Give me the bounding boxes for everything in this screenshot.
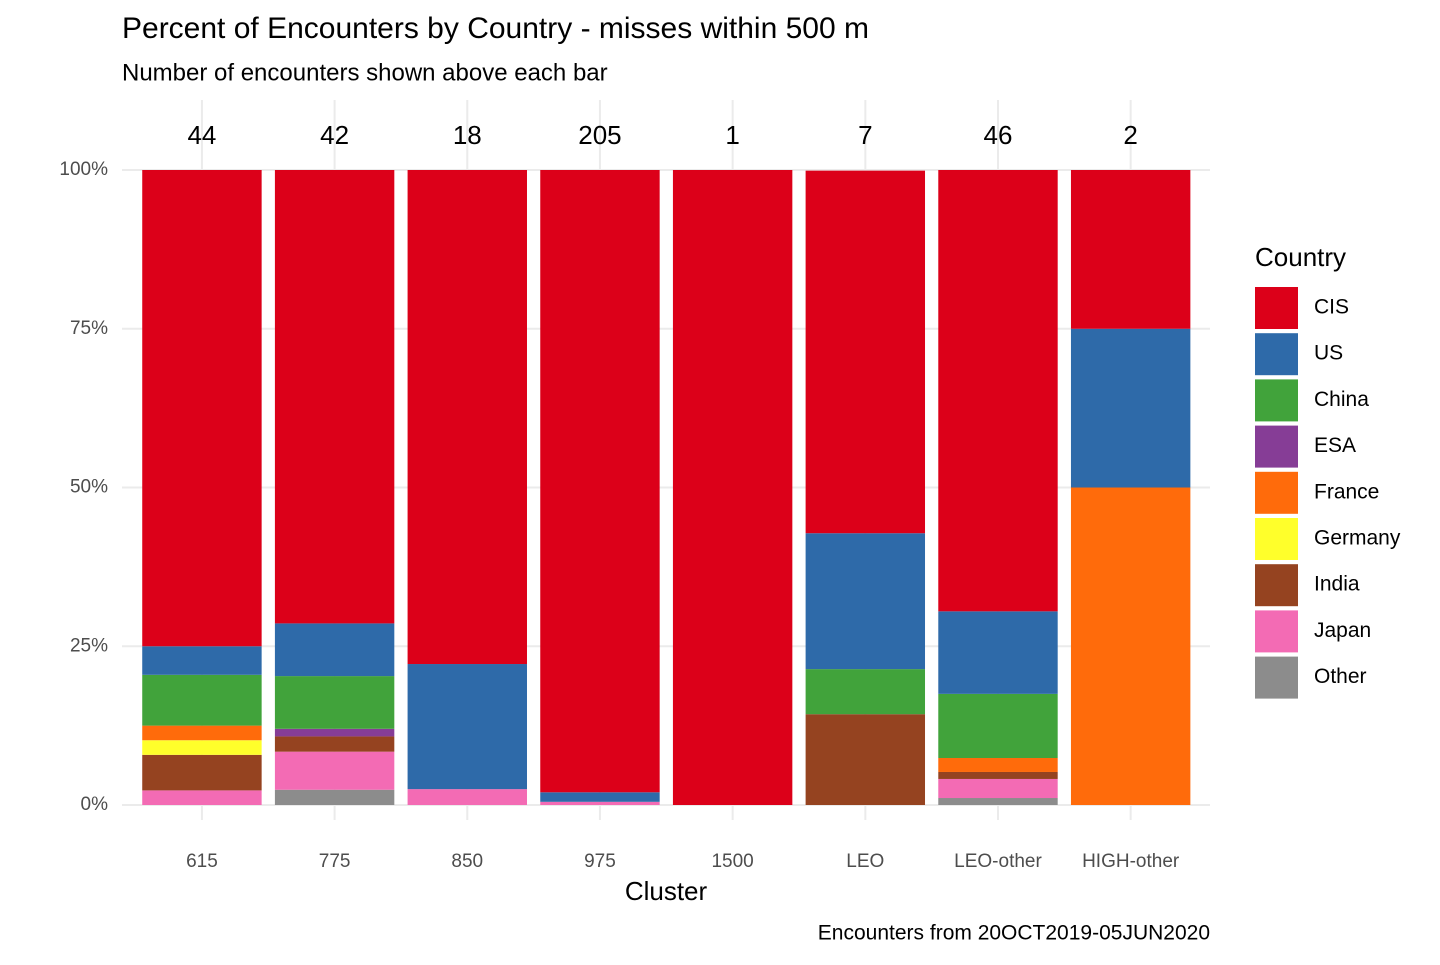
legend-label: Other <box>1314 665 1367 688</box>
x-tick-label: 615 <box>186 851 218 872</box>
chart-subtitle: Number of encounters shown above each ba… <box>122 59 608 86</box>
legend-label: Germany <box>1314 527 1401 550</box>
x-tick-label: 1500 <box>711 851 753 872</box>
bar-total-label: 1 <box>725 120 739 150</box>
y-tick-label: 25% <box>70 635 108 656</box>
bar-segment <box>938 758 1058 772</box>
y-tick-label: 50% <box>70 477 108 498</box>
bar-segment <box>805 669 926 715</box>
x-tick-label: 975 <box>584 851 616 872</box>
bar-segment <box>938 170 1058 612</box>
bar-segment <box>274 170 395 624</box>
bar-segment <box>274 623 395 677</box>
bar-segment <box>142 740 262 755</box>
bar-total-label: 44 <box>187 120 216 150</box>
bar-segment <box>938 778 1058 799</box>
bar-total-label: 7 <box>858 120 872 150</box>
bar-total-label: 18 <box>453 120 482 150</box>
legend-key <box>1255 379 1298 422</box>
legend-label: Japan <box>1314 619 1371 642</box>
bar-segment <box>805 533 926 670</box>
x-tick-label: HIGH-other <box>1082 851 1180 872</box>
bar-segment <box>805 714 926 805</box>
bar-segment <box>142 790 262 805</box>
bar-total-label: 205 <box>578 120 621 150</box>
bar-segment <box>142 646 262 675</box>
legend-key <box>1255 333 1298 376</box>
x-tick-label: 775 <box>319 851 351 872</box>
bar-segment <box>672 170 793 805</box>
y-tick-label: 75% <box>70 318 108 339</box>
y-tick-label: 0% <box>81 794 109 815</box>
legend-label: France <box>1314 480 1379 503</box>
bar-segment <box>142 725 262 741</box>
legend-key <box>1255 425 1298 468</box>
legend-label: US <box>1314 342 1343 365</box>
bar-segment <box>274 676 395 729</box>
y-tick-label: 100% <box>59 159 108 180</box>
legend-label: China <box>1314 388 1369 411</box>
bar-segment <box>1070 328 1191 488</box>
x-axis-label: Cluster <box>625 876 708 906</box>
x-tick-label: 850 <box>451 851 483 872</box>
bar-segment <box>938 693 1058 759</box>
bar-segment <box>407 789 527 805</box>
bar-segment <box>274 728 395 737</box>
chart-title: Percent of Encounters by Country - misse… <box>122 12 869 45</box>
bar-segment <box>142 674 262 726</box>
bar-total-label: 42 <box>320 120 349 150</box>
bar-segment <box>1070 170 1191 329</box>
legend-label: ESA <box>1314 434 1356 457</box>
bar-segment <box>938 771 1058 779</box>
legend-label: India <box>1314 573 1360 596</box>
bar-segment <box>274 789 395 805</box>
bar-segment <box>1070 487 1191 805</box>
x-tick-label: LEO-other <box>954 851 1042 872</box>
bar-segment <box>407 664 527 790</box>
bar-segment <box>938 798 1058 805</box>
x-tick-label: LEO <box>846 851 884 872</box>
bar-segment <box>407 170 527 665</box>
legend-key <box>1255 287 1298 329</box>
legend-key <box>1255 564 1298 607</box>
bar-segment <box>274 736 395 752</box>
bar-segment <box>274 751 395 790</box>
bar-segment <box>142 754 262 791</box>
legend-key <box>1255 610 1298 653</box>
bar-total-label: 46 <box>984 120 1013 150</box>
bar-segment <box>540 792 660 802</box>
bar-segment <box>540 801 660 805</box>
bar-segment <box>805 170 926 534</box>
bar-segment <box>540 170 660 793</box>
legend-key <box>1255 656 1298 699</box>
legend-key <box>1255 471 1298 514</box>
bar-segment <box>938 611 1058 694</box>
legend-label: CIS <box>1314 296 1349 319</box>
legend-title: Country <box>1255 242 1346 272</box>
bar-total-label: 2 <box>1123 120 1137 150</box>
legend-key <box>1255 518 1298 560</box>
bar-segment <box>142 170 262 647</box>
caption: Encounters from 20OCT2019-05JUN2020 <box>818 922 1210 945</box>
